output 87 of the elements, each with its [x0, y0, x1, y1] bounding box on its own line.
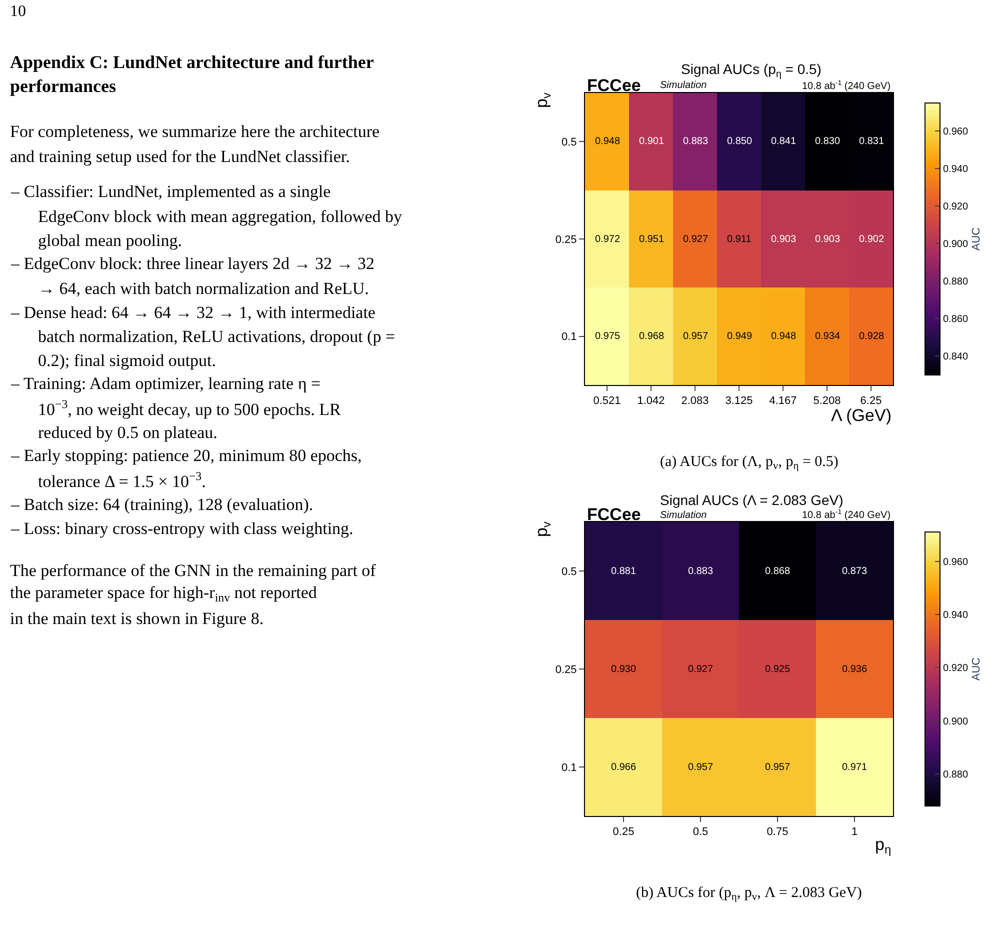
x-tick-label: 0.521	[593, 395, 621, 408]
data-label: 0.881	[611, 566, 636, 577]
chart-title: Signal AUCs (p$_{η}$ = 0.5)	[681, 61, 822, 80]
text: (a) AUCs for (Λ, p$_{v}$, p$_{η}$ = 0.5)	[660, 454, 838, 472]
text: 10	[10, 3, 26, 20]
annotation: FCCee	[587, 505, 641, 524]
x-axis-title: p$_{η}$	[875, 835, 892, 857]
color-bar-label: 0.900	[943, 716, 968, 728]
x-tick-label: 0.75	[766, 826, 788, 838]
x-tick-label: 2.083	[681, 395, 709, 408]
x-tick-label: 0.5	[692, 826, 708, 838]
x-tick-label: 0.25	[612, 826, 634, 838]
data-label: 0.902	[859, 234, 884, 245]
data-label: 0.948	[771, 331, 796, 342]
color-bar-label: 0.880	[943, 770, 968, 781]
text: – Loss: binary cross-entropy with class weighting.	[10, 519, 354, 538]
data-label: 0.957	[765, 762, 790, 773]
data-label: 0.968	[639, 331, 664, 342]
data-label: 0.903	[771, 234, 796, 245]
data-label: 0.850	[727, 136, 752, 147]
color-bar-label: 0.840	[943, 352, 968, 363]
y-tick-label: 0.5	[562, 136, 577, 149]
data-label: 0.903	[815, 234, 840, 245]
text: 10.8 ab$^{-1}$ (240 GeV)	[802, 509, 891, 522]
data-label: 0.925	[765, 664, 790, 675]
text: – Dense head: 64 → 64 → 32 → 1, with intermediate batch normalization, ReLU activations, dropout (p = 0.2); final sigmoid output.	[10, 303, 396, 370]
data-label: 0.957	[688, 762, 714, 773]
data-label: 0.928	[859, 331, 884, 342]
text: – Early stopping: patience 20, minimum 80 epochs, tolerance Δ = 1.5 × 10$^{−3}$.	[10, 446, 362, 492]
data-label: 0.873	[842, 566, 868, 577]
text: Appendix C: LundNet architecture and further performances	[10, 52, 374, 96]
data-label: 0.911	[727, 234, 752, 245]
x-tick-label: 3.125	[725, 395, 753, 408]
x-tick-label: 4.167	[769, 395, 797, 408]
color-bar-label: 0.960	[943, 556, 968, 568]
y-tick-label: 0.25	[555, 664, 577, 676]
data-label: 0.927	[683, 234, 708, 245]
data-label: 0.927	[688, 664, 714, 675]
text: 10.8 ab$^{-1}$ (240 GeV)	[802, 80, 891, 92]
data-label: 0.948	[595, 136, 620, 147]
y-tick-label: 0.1	[562, 331, 577, 344]
data-label: 0.934	[815, 331, 840, 342]
y-tick-label: 0.25	[555, 234, 577, 246]
color-bar-label: 0.960	[943, 126, 968, 138]
x-axis-title: Λ (GeV)	[831, 406, 892, 425]
text: For completeness, we summarize here the architecture and training setup used for the LundNet classifier.	[10, 122, 380, 166]
color-bar-label: 0.880	[943, 276, 968, 288]
color-bar-label: 0.940	[943, 164, 968, 176]
data-label: 0.957	[683, 331, 708, 342]
data-label: 0.949	[727, 331, 752, 342]
data-label: 0.883	[688, 566, 714, 577]
x-tick-label: 5.208	[813, 395, 841, 408]
y-tick-label: 0.5	[562, 566, 577, 578]
color-bar-label: 0.900	[943, 239, 968, 250]
color-bar-label: 0.940	[943, 610, 968, 621]
color-bar-label: 0.920	[943, 202, 968, 213]
data-label: 0.830	[815, 136, 840, 147]
annotation: FCCee	[587, 76, 641, 95]
data-label: 0.936	[842, 664, 868, 675]
x-tick-label: 1.042	[637, 395, 665, 408]
data-label: 0.883	[683, 136, 708, 147]
color-bar-title: AUC	[970, 227, 982, 251]
text: – Classifier: LundNet, implemented as a single EdgeConv block with mean aggregation, followed by global mean pooling.	[10, 182, 402, 250]
data-label: 0.831	[859, 136, 884, 147]
text: – Batch size: 64 (training), 128 (evaluation).	[10, 495, 314, 514]
data-label: 0.966	[611, 762, 636, 773]
data-label: 0.975	[595, 331, 620, 342]
text: The performance of the GNN in the remaining part of the parameter space for high-r$_{inv}$ not reported in the main text is shown in Figure 8.	[10, 561, 376, 628]
text: – EdgeConv block: three linear layers 2d → 32 → 32 → 64, each with batch normalization and ReLU.	[10, 254, 375, 298]
data-label: 0.951	[639, 234, 664, 245]
y-tick-label: 0.1	[562, 762, 577, 774]
text: Simulation	[660, 80, 708, 91]
chart-title: Signal AUCs (Λ = 2.083 GeV)	[660, 492, 844, 508]
data-label: 0.841	[771, 136, 796, 147]
color-bar-title: AUC	[970, 657, 982, 681]
data-label: 0.971	[842, 762, 868, 773]
text: Simulation	[660, 510, 708, 521]
color-bar-label: 0.860	[943, 314, 968, 326]
text: (b) AUCs for (p$_{η}$, p$_{v}$, Λ = 2.083 GeV)	[636, 885, 862, 904]
text: – Training: Adam optimizer, learning rate η = 10$^{−3}$, no weight decay, up to 500 epochs. LR reduced by 0.5 on plateau.	[10, 374, 342, 442]
x-tick-label: 1	[851, 826, 858, 838]
data-label: 0.868	[765, 566, 790, 577]
color-bar-label: 0.920	[943, 663, 968, 674]
x-tick-label: 6.25	[860, 395, 882, 408]
data-label: 0.901	[639, 136, 664, 147]
data-label: 0.972	[595, 234, 620, 245]
data-label: 0.930	[611, 664, 636, 675]
